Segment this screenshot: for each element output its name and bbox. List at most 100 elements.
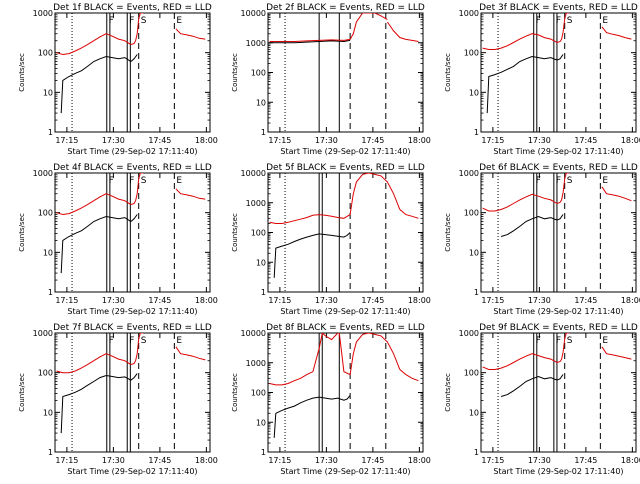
lld-series-line: [269, 333, 419, 386]
x-tick-label: 17:45: [148, 296, 171, 305]
x-axis-label: Start Time (29-Sep-02 17:11:40): [67, 307, 197, 316]
y-tick-label: 100: [464, 369, 479, 378]
x-axis-label: Start Time (29-Sep-02 17:11:40): [67, 147, 197, 156]
events-series-line: [500, 214, 564, 237]
y-tick-label: 100: [38, 209, 53, 218]
y-axis-label: Counts/sec: [444, 373, 452, 412]
lld-series-line: [482, 13, 570, 50]
marker-label: S: [567, 336, 573, 346]
plot-frame: [54, 172, 211, 293]
panel-title: Det 2f BLACK = Events, RED = LLD: [266, 3, 425, 13]
y-tick-label: 10: [256, 98, 266, 107]
marker-label: F: [109, 336, 114, 346]
events-series-line: [269, 39, 351, 44]
y-axis-label: Counts/sec: [18, 373, 26, 412]
lld-series-line: [482, 173, 570, 212]
y-tick-label: 10000: [241, 169, 266, 178]
y-tick-label: 100: [464, 209, 479, 218]
x-tick-label: 17:45: [148, 136, 171, 145]
x-tick-label: 17:45: [148, 456, 171, 465]
y-tick-label: 100: [251, 69, 266, 78]
marker-label: S: [141, 336, 147, 346]
marker-label: F: [536, 16, 541, 26]
events-series-line: [273, 395, 351, 438]
x-tick-label: 17:15: [481, 296, 504, 305]
y-tick-label: 10000: [241, 329, 266, 338]
x-tick-label: 17:30: [528, 456, 551, 465]
marker-label: F: [536, 336, 541, 346]
events-series-line: [60, 214, 138, 274]
y-tick-label: 1000: [246, 39, 266, 48]
x-tick-label: 17:30: [528, 136, 551, 145]
marker-label: S: [567, 176, 573, 186]
y-axis-label: Counts/sec: [444, 213, 452, 252]
x-tick-label: 18:00: [621, 296, 640, 305]
x-tick-label: 17:15: [481, 456, 504, 465]
marker-label: S: [141, 176, 147, 186]
panel-2: Det 2f BLACK = Events, RED = LLD Counts/s…: [231, 3, 431, 156]
x-tick-label: 17:30: [315, 456, 338, 465]
marker-label: E: [602, 176, 608, 186]
lld-series-line: [56, 173, 144, 216]
marker-label: F: [129, 336, 134, 346]
x-axis-label: Start Time (29-Sep-02 17:11:40): [493, 307, 623, 316]
marker-label: E: [176, 16, 182, 26]
x-tick-label: 17:15: [268, 456, 291, 465]
panel-title: Det 7f BLACK = Events, RED = LLD: [53, 323, 212, 333]
x-axis-label: Start Time (29-Sep-02 17:11:40): [493, 467, 623, 476]
x-tick-label: 18:00: [408, 456, 431, 465]
x-axis-label: Start Time (29-Sep-02 17:11:40): [280, 307, 410, 316]
y-tick-label: 10: [469, 408, 479, 417]
y-tick-label: 100: [251, 229, 266, 238]
marker-label: E: [602, 336, 608, 346]
lld-series-line: [601, 26, 632, 40]
x-tick-label: 17:15: [481, 136, 504, 145]
y-tick-label: 1: [474, 128, 479, 137]
x-tick-label: 17:30: [315, 136, 338, 145]
y-axis-label: Counts/sec: [231, 213, 239, 252]
y-tick-label: 1: [261, 448, 266, 457]
events-series-line: [486, 54, 564, 114]
lld-series-line: [269, 173, 419, 224]
x-tick-label: 17:15: [268, 136, 291, 145]
y-tick-label: 1000: [33, 329, 53, 338]
marker-label: F: [556, 336, 561, 346]
y-tick-label: 10: [43, 248, 53, 257]
x-tick-label: 18:00: [621, 136, 640, 145]
plot-frame: [54, 332, 211, 453]
x-tick-label: 17:15: [268, 296, 291, 305]
x-tick-label: 18:00: [621, 456, 640, 465]
y-tick-label: 1: [474, 288, 479, 297]
x-tick-label: 18:00: [408, 296, 431, 305]
panel-7: Det 7f BLACK = Events, RED = LLD Counts/s…: [18, 323, 218, 476]
y-tick-label: 1000: [33, 169, 53, 178]
lld-series-line: [175, 346, 206, 361]
plot-frame: [480, 12, 637, 133]
plot-frame: [267, 332, 424, 453]
x-tick-label: 17:30: [102, 456, 125, 465]
marker-label: F: [109, 16, 114, 26]
plot-frame: [480, 332, 637, 453]
y-tick-label: 10: [469, 248, 479, 257]
panel-title: Det 8f BLACK = Events, RED = LLD: [266, 323, 425, 333]
y-tick-label: 100: [251, 389, 266, 398]
x-tick-label: 18:00: [195, 456, 218, 465]
y-axis-label: Counts/sec: [18, 53, 26, 92]
plot-frame: [267, 12, 424, 133]
events-series-line: [500, 374, 564, 397]
x-axis-label: Start Time (29-Sep-02 17:11:40): [493, 147, 623, 156]
x-tick-label: 17:45: [361, 296, 384, 305]
y-tick-label: 1000: [33, 9, 53, 18]
y-tick-label: 1000: [459, 9, 479, 18]
x-tick-label: 18:00: [408, 136, 431, 145]
x-tick-label: 17:15: [55, 456, 78, 465]
lld-series-line: [601, 186, 632, 202]
x-tick-label: 17:45: [361, 456, 384, 465]
y-tick-label: 1000: [246, 359, 266, 368]
lld-series-line: [56, 333, 144, 374]
y-tick-label: 10: [43, 408, 53, 417]
panel-8: Det 8f BLACK = Events, RED = LLD Counts/s…: [231, 323, 431, 476]
y-tick-label: 10: [256, 258, 266, 267]
panel-5: Det 5f BLACK = Events, RED = LLD Counts/s…: [231, 163, 431, 316]
